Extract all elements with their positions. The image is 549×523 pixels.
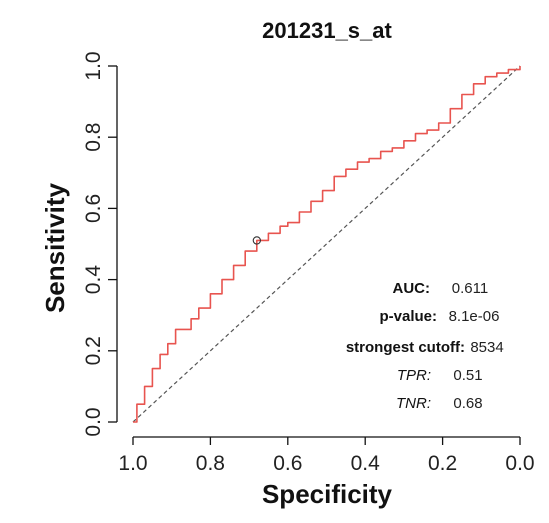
stat-value: 8534 [470,339,503,356]
cutoff-point-marker [252,236,261,245]
stat-key-label: AUC: [393,280,431,297]
y-tick-label: 0.8 [82,123,105,152]
x-axis: 1.0 0.8 0.6 0.4 0.2 0.0 [118,436,535,475]
y-axis: 0.0 0.2 0.4 0.6 0.8 1.0 [82,51,118,437]
y-axis-label: Sensitivity [40,182,70,313]
y-tick-label: 0.4 [82,265,105,295]
stats-annotations: AUC: 0.611 p-value: 8.1e-06 strongest cutoff… [346,280,504,412]
x-tick-label: 0.4 [351,452,381,475]
stat-value: 0.68 [453,395,482,412]
y-tick-label: 0.2 [82,336,105,365]
x-tick-label: 0.6 [273,452,302,475]
stat-value: 8.1e-06 [449,308,500,325]
stat-value: 0.51 [453,367,482,384]
stat-key-label: TPR: [397,367,431,384]
plot-area [132,65,521,423]
chart-title: 201231_s_at [262,18,392,43]
stat-key-label: strongest cutoff: [346,339,465,356]
stat-value: 0.611 [452,280,488,297]
x-tick-label: 0.0 [505,452,534,475]
x-tick-label: 0.8 [196,452,225,475]
stat-key-label: p-value: [379,308,437,325]
stat-key-label: TNR: [396,395,431,412]
roc-curve-line [133,66,521,423]
y-tick-label: 0.0 [82,407,105,436]
x-tick-label: 1.0 [118,452,147,475]
x-axis-label: Specificity [262,479,393,509]
y-tick-label: 1.0 [82,51,105,80]
x-tick-label: 0.2 [428,452,457,475]
y-tick-label: 0.6 [82,194,105,223]
reference-diagonal-line [132,65,521,423]
